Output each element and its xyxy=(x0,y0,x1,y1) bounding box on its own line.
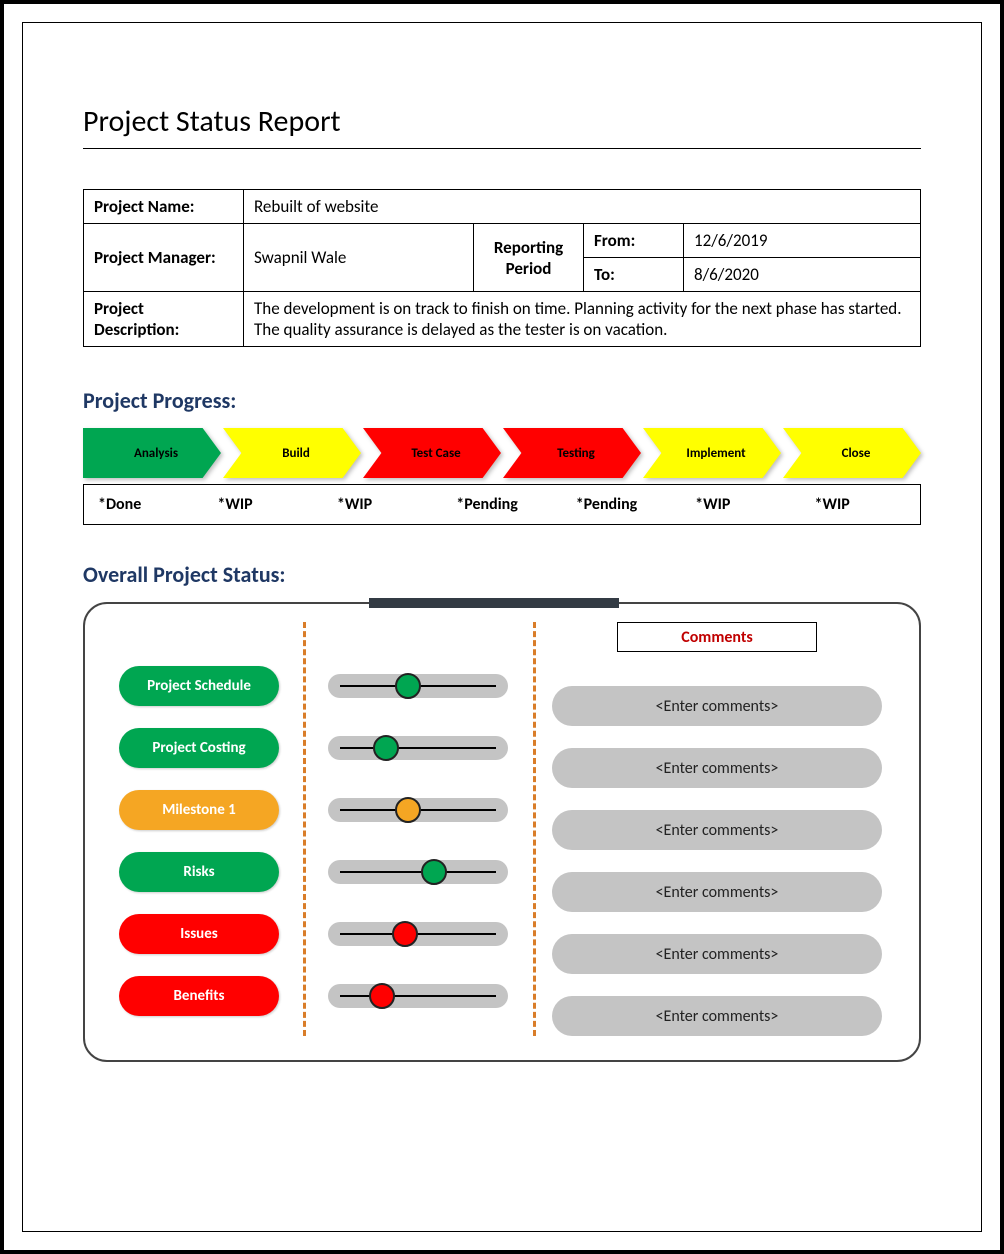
slider-line xyxy=(340,871,496,873)
comment-field[interactable]: <Enter comments> xyxy=(552,810,882,850)
progress-status-row: *Done*WIP*WIP*Pending*Pending*WIP*WIP xyxy=(83,484,921,525)
status-pill-project-costing: Project Costing xyxy=(119,728,279,768)
progress-phase-label: Close xyxy=(783,428,921,478)
progress-phase-testing: Testing xyxy=(503,428,641,478)
progress-phase-label: Testing xyxy=(503,428,641,478)
status-slider-issues[interactable] xyxy=(328,914,508,954)
slider-line xyxy=(340,995,496,997)
status-pill-project-schedule: Project Schedule xyxy=(119,666,279,706)
status-slider-project-costing[interactable] xyxy=(328,728,508,768)
status-slider-risks[interactable] xyxy=(328,852,508,892)
comment-field[interactable]: <Enter comments> xyxy=(552,748,882,788)
progress-phase-build: Build xyxy=(223,428,361,478)
progress-phase-label: Analysis xyxy=(83,428,221,478)
panel-top-bar xyxy=(369,598,619,608)
progress-chevron-row: AnalysisBuildTest CaseTestingImplementCl… xyxy=(83,428,921,478)
slider-thumb[interactable] xyxy=(421,859,447,885)
slider-thumb[interactable] xyxy=(392,921,418,947)
page-outer-frame: Project Status Report Project Name: Rebu… xyxy=(0,0,1004,1254)
slider-thumb[interactable] xyxy=(395,797,421,823)
overall-status-panel: Project Schedule Project Costing Milestone… xyxy=(83,602,921,1062)
status-pill-issues: Issues xyxy=(119,914,279,954)
slider-line xyxy=(340,933,496,935)
comment-field[interactable]: <Enter comments> xyxy=(552,872,882,912)
comment-field[interactable]: <Enter comments> xyxy=(552,996,882,1036)
progress-status-cell: *Pending xyxy=(442,495,561,514)
project-info-table: Project Name: Rebuilt of website Project… xyxy=(83,189,921,347)
status-pill-benefits: Benefits xyxy=(119,976,279,1016)
overall-comments-column: Comments <Enter comments> <Enter comments>… xyxy=(533,622,901,1036)
progress-status-cell: *Pending xyxy=(562,495,681,514)
progress-status-cell: *WIP xyxy=(203,495,322,514)
comment-field[interactable]: <Enter comments> xyxy=(552,686,882,726)
project-name-label: Project Name: xyxy=(84,190,244,224)
progress-status-cell: *WIP xyxy=(801,495,920,514)
progress-phase-label: Test Case xyxy=(363,428,501,478)
progress-phase-label: Build xyxy=(223,428,361,478)
overall-sliders-column xyxy=(303,622,533,1036)
slider-thumb[interactable] xyxy=(395,673,421,699)
progress-status-cell: *WIP xyxy=(681,495,800,514)
slider-line xyxy=(340,747,496,749)
overall-grid: Project Schedule Project Costing Milestone… xyxy=(103,622,901,1036)
dashed-divider-2 xyxy=(533,622,536,1036)
comment-field[interactable]: <Enter comments> xyxy=(552,934,882,974)
project-name-value: Rebuilt of website xyxy=(244,190,921,224)
status-slider-project-schedule[interactable] xyxy=(328,666,508,706)
progress-phase-test-case: Test Case xyxy=(363,428,501,478)
progress-phase-close: Close xyxy=(783,428,921,478)
slider-thumb[interactable] xyxy=(369,983,395,1009)
to-label: To: xyxy=(584,258,684,292)
page-inner-frame: Project Status Report Project Name: Rebu… xyxy=(22,22,982,1232)
status-slider-benefits[interactable] xyxy=(328,976,508,1016)
slider-thumb[interactable] xyxy=(373,735,399,761)
comments-header: Comments xyxy=(617,622,817,652)
project-manager-value: Swapnil Wale xyxy=(244,224,474,292)
progress-phase-label: Implement xyxy=(643,428,781,478)
status-pill-milestone-1: Milestone 1 xyxy=(119,790,279,830)
page-title: Project Status Report xyxy=(83,103,921,140)
reporting-period-label: Reporting Period xyxy=(474,224,584,292)
dashed-divider-1 xyxy=(303,622,306,1036)
progress-status-cell: *WIP xyxy=(323,495,442,514)
title-underline xyxy=(83,148,921,149)
project-description-label: Project Description: xyxy=(84,292,244,347)
project-description-value: The development is on track to finish on… xyxy=(244,292,921,347)
progress-phase-implement: Implement xyxy=(643,428,781,478)
project-manager-label: Project Manager: xyxy=(84,224,244,292)
overall-labels-column: Project Schedule Project Costing Milestone… xyxy=(103,622,303,1036)
overall-status-heading: Overall Project Status: xyxy=(83,561,921,588)
status-pill-risks: Risks xyxy=(119,852,279,892)
progress-phase-analysis: Analysis xyxy=(83,428,221,478)
status-slider-milestone-1[interactable] xyxy=(328,790,508,830)
from-value: 12/6/2019 xyxy=(684,224,921,258)
progress-status-cell: *Done xyxy=(84,495,203,514)
to-value: 8/6/2020 xyxy=(684,258,921,292)
from-label: From: xyxy=(584,224,684,258)
project-progress-heading: Project Progress: xyxy=(83,387,921,414)
